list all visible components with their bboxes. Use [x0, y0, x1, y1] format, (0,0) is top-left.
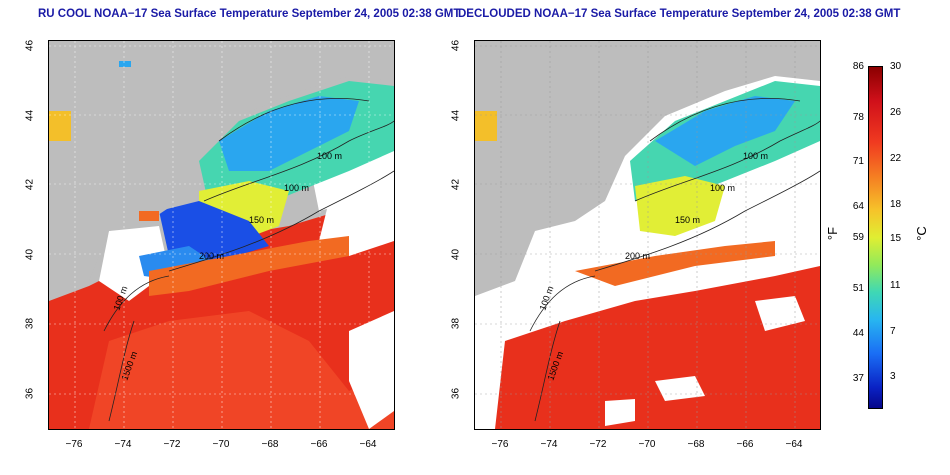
colorbar-c-30: 30 [890, 61, 902, 72]
lat-tick-left-44: 44 [24, 109, 36, 122]
lat-tick-left-42: 42 [24, 178, 36, 191]
colorbar-f-59: 59 [852, 232, 864, 243]
colorbar-f-64: 64 [852, 201, 864, 212]
lon-tick-right-68: −68 [687, 439, 705, 450]
colorbar-c-7: 7 [890, 326, 896, 337]
lat-tick-left-40: 40 [24, 248, 36, 261]
lon-tick-left-74: −74 [114, 439, 132, 450]
colorbar-unit-celsius: °C [913, 226, 929, 241]
colorbar-c-3: 3 [890, 371, 896, 382]
lon-tick-right-72: −72 [589, 439, 607, 450]
contour-label-100m-a: 100 m [743, 151, 768, 161]
declouded-sst-map[interactable]: 100 m 100 m 150 m 200 m 100 m 1500 m [474, 40, 821, 430]
lat-tick-left-46: 46 [24, 39, 36, 52]
contour-label-150m: 150 m [249, 215, 274, 225]
lon-tick-right-70: −70 [638, 439, 656, 450]
contour-label-100m-b: 100 m [284, 183, 309, 193]
colorbar-c-26: 26 [890, 107, 902, 118]
lon-tick-right-74: −74 [540, 439, 558, 450]
lat-tick-left-36: 36 [24, 387, 36, 400]
lon-tick-left-72: −72 [163, 439, 181, 450]
lon-tick-left-64: −64 [359, 439, 377, 450]
lat-tick-right-42: 42 [450, 178, 462, 191]
colorbar-c-11: 11 [890, 280, 901, 291]
lon-tick-left-76: −76 [65, 439, 83, 450]
lat-tick-right-46: 46 [450, 39, 462, 52]
left-map-title: RU COOL NOAA−17 Sea Surface Temperature … [38, 8, 461, 20]
colorbar-f-44: 44 [852, 328, 864, 339]
contour-label-200m: 200 m [199, 251, 224, 261]
contour-label-200m: 200 m [625, 251, 650, 261]
colorbar-f-37: 37 [852, 373, 864, 384]
lat-tick-right-36: 36 [450, 387, 462, 400]
lon-tick-left-68: −68 [261, 439, 279, 450]
temperature-colorbar [868, 66, 883, 409]
lat-tick-right-40: 40 [450, 248, 462, 261]
lon-tick-right-76: −76 [491, 439, 509, 450]
lat-tick-left-38: 38 [24, 317, 36, 330]
lon-tick-right-66: −66 [736, 439, 754, 450]
raw-sst-map[interactable]: 100 m 100 m 150 m 200 m 100 m 1500 m [48, 40, 395, 430]
lon-tick-left-66: −66 [310, 439, 328, 450]
lon-tick-right-64: −64 [785, 439, 803, 450]
colorbar-f-71: 71 [852, 156, 864, 167]
colorbar-f-51: 51 [852, 283, 864, 294]
colorbar-f-78: 78 [852, 112, 864, 123]
right-map-title: DECLOUDED NOAA−17 Sea Surface Temperatur… [458, 8, 901, 20]
colorbar-c-15: 15 [890, 233, 902, 244]
lat-tick-right-44: 44 [450, 109, 462, 122]
colorbar-f-86: 86 [852, 61, 864, 72]
contour-label-150m: 150 m [675, 215, 700, 225]
colorbar-c-18: 18 [890, 199, 902, 210]
lon-tick-left-70: −70 [212, 439, 230, 450]
contour-label-100m-a: 100 m [317, 151, 342, 161]
colorbar-unit-fahrenheit: °F [825, 226, 841, 241]
lat-tick-right-38: 38 [450, 317, 462, 330]
contour-label-100m-b: 100 m [710, 183, 735, 193]
colorbar-c-22: 22 [890, 153, 902, 164]
